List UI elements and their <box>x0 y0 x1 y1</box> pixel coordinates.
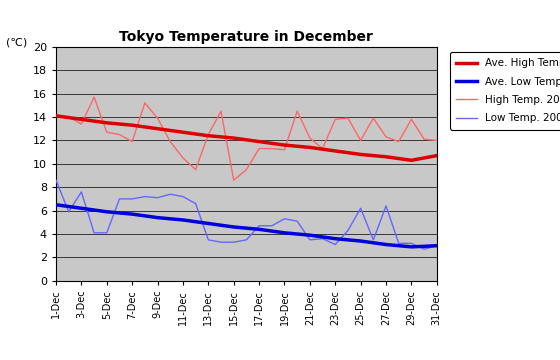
Text: (℃): (℃) <box>6 38 27 48</box>
Title: Tokyo Temperature in December: Tokyo Temperature in December <box>119 30 374 44</box>
Legend: Ave. High Temp., Ave. Low Temp., High Temp. 2007, Low Temp. 2007: Ave. High Temp., Ave. Low Temp., High Te… <box>450 52 560 130</box>
